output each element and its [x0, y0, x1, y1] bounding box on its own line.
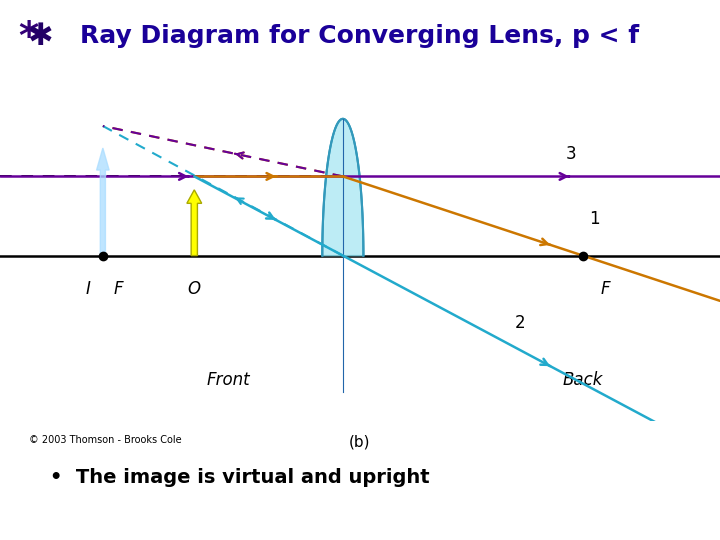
- FancyArrow shape: [187, 190, 202, 255]
- Text: Front: Front: [207, 371, 251, 389]
- Text: 2: 2: [515, 314, 526, 332]
- Text: *: *: [19, 19, 39, 57]
- Text: Back: Back: [562, 371, 603, 389]
- Text: Ray Diagram for Converging Lens, p < f: Ray Diagram for Converging Lens, p < f: [81, 24, 639, 48]
- Text: I: I: [86, 280, 91, 298]
- Text: ✱: ✱: [27, 22, 53, 51]
- Text: (b): (b): [349, 435, 371, 450]
- FancyArrow shape: [96, 148, 109, 255]
- Text: © 2003 Thomson - Brooks Cole: © 2003 Thomson - Brooks Cole: [29, 435, 181, 445]
- Text: F: F: [601, 280, 611, 298]
- Text: •  The image is virtual and upright: • The image is virtual and upright: [50, 468, 430, 488]
- Text: O: O: [188, 280, 201, 298]
- Polygon shape: [323, 119, 364, 255]
- Text: F: F: [114, 280, 124, 298]
- Text: 1: 1: [589, 210, 600, 228]
- Text: 3: 3: [566, 145, 577, 163]
